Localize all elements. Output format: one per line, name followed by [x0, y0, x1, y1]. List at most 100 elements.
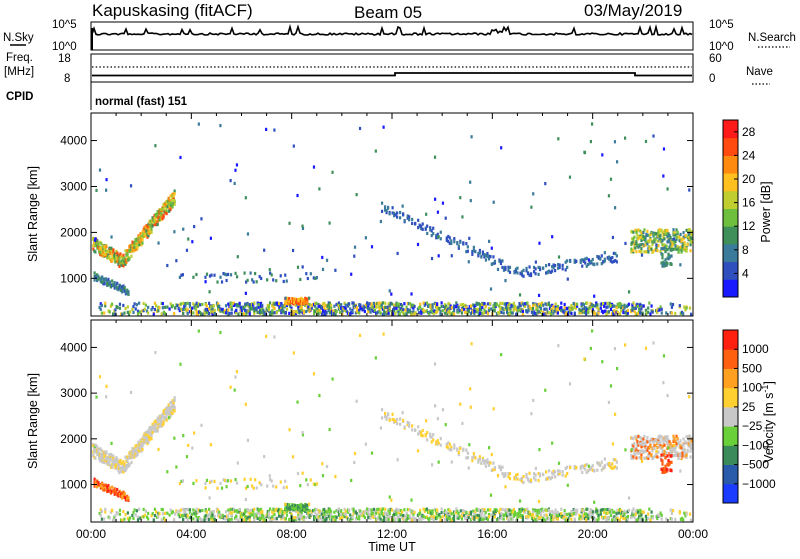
echo-cell [150, 228, 152, 231]
echo-cell [301, 225, 303, 228]
echo-cell [504, 268, 506, 271]
echo-cell [479, 518, 481, 521]
echo-cell [682, 518, 684, 521]
echo-cell [551, 442, 553, 445]
echo-cell [530, 478, 532, 481]
echo-cell [398, 302, 400, 305]
echo-cell [414, 428, 416, 431]
echo-cell [453, 446, 455, 449]
echo-cell [182, 312, 184, 315]
echo-cell [679, 246, 681, 249]
echo-cell [432, 438, 434, 441]
echo-cell [165, 212, 167, 215]
power-heatmap-data [92, 122, 692, 316]
echo-cell [459, 241, 461, 244]
echo-cell [305, 310, 307, 313]
echo-cell [468, 237, 470, 240]
echo-cell [260, 483, 262, 486]
echo-cell [564, 512, 566, 515]
echo-cell [690, 237, 692, 240]
echo-cell [381, 210, 383, 213]
echo-cell [284, 480, 286, 483]
echo-cell [399, 518, 401, 521]
echo-cell [105, 189, 107, 192]
echo-cell [615, 512, 617, 515]
echo-cell [135, 450, 137, 453]
echo-cell [331, 171, 333, 174]
echo-cell [124, 286, 126, 289]
echo-cell [111, 486, 113, 489]
echo-cell [627, 309, 629, 312]
echo-cell [666, 229, 668, 232]
echo-cell [192, 276, 194, 279]
echo-cell [158, 512, 160, 515]
echo-cell [229, 302, 231, 305]
echo-cell [100, 308, 102, 311]
echo-cell [261, 305, 263, 308]
echo-cell [214, 515, 216, 518]
echo-cell [321, 313, 323, 316]
echo-cell [268, 308, 270, 311]
echo-cell [339, 311, 341, 314]
echo-cell [359, 127, 361, 130]
echo-cell [658, 308, 660, 311]
echo-cell [137, 518, 139, 521]
echo-cell [170, 194, 172, 197]
echo-cell [586, 302, 588, 305]
power-y-axis-label: Slant Range [km] [26, 166, 40, 262]
echo-cell [670, 263, 672, 266]
echo-cell [152, 512, 154, 515]
echo-cell [192, 311, 194, 314]
echo-cell [526, 301, 528, 304]
echo-cell [586, 257, 588, 260]
echo-cell [457, 306, 459, 309]
echo-cell [585, 312, 587, 315]
echo-cell [175, 259, 177, 262]
echo-cell [467, 452, 469, 455]
echo-cell [664, 258, 666, 261]
echo-cell [679, 263, 681, 266]
echo-cell [597, 308, 599, 311]
echo-cell [371, 245, 373, 248]
echo-cell [286, 486, 288, 489]
echo-cell [554, 269, 556, 272]
echo-cell [271, 479, 273, 482]
echo-cell [606, 302, 608, 305]
echo-cell [174, 192, 176, 195]
echo-cell [373, 302, 375, 305]
echo-cell [664, 465, 666, 468]
echo-cell [164, 306, 166, 309]
echo-cell [213, 304, 215, 307]
echo-cell [538, 294, 540, 297]
echo-cell [422, 434, 424, 437]
echo-cell [592, 258, 594, 261]
echo-cell [509, 266, 511, 269]
echo-cell [500, 517, 502, 520]
echo-cell [461, 311, 463, 314]
echo-cell [283, 486, 285, 489]
echo-cell [643, 435, 645, 438]
echo-cell [688, 188, 690, 191]
echo-cell [417, 219, 419, 222]
echo-cell [109, 516, 111, 519]
echo-cell [450, 242, 452, 245]
echo-cell [206, 304, 208, 307]
nave-label: Nave [746, 66, 773, 78]
echo-cell [539, 268, 541, 271]
echo-cell [672, 454, 674, 457]
echo-cell [157, 241, 159, 244]
echo-cell [586, 508, 588, 511]
echo-cell [225, 279, 227, 282]
echo-cell [467, 250, 469, 253]
echo-cell [219, 482, 221, 485]
echo-cell [612, 442, 614, 445]
echo-cell [554, 475, 556, 478]
echo-cell [210, 237, 212, 240]
echo-cell [638, 250, 640, 253]
echo-cell [548, 263, 550, 266]
echo-cell [373, 508, 375, 511]
echo-cell [682, 437, 684, 440]
echo-cell [559, 263, 561, 266]
echo-cell [453, 518, 455, 521]
echo-cell [403, 519, 405, 522]
